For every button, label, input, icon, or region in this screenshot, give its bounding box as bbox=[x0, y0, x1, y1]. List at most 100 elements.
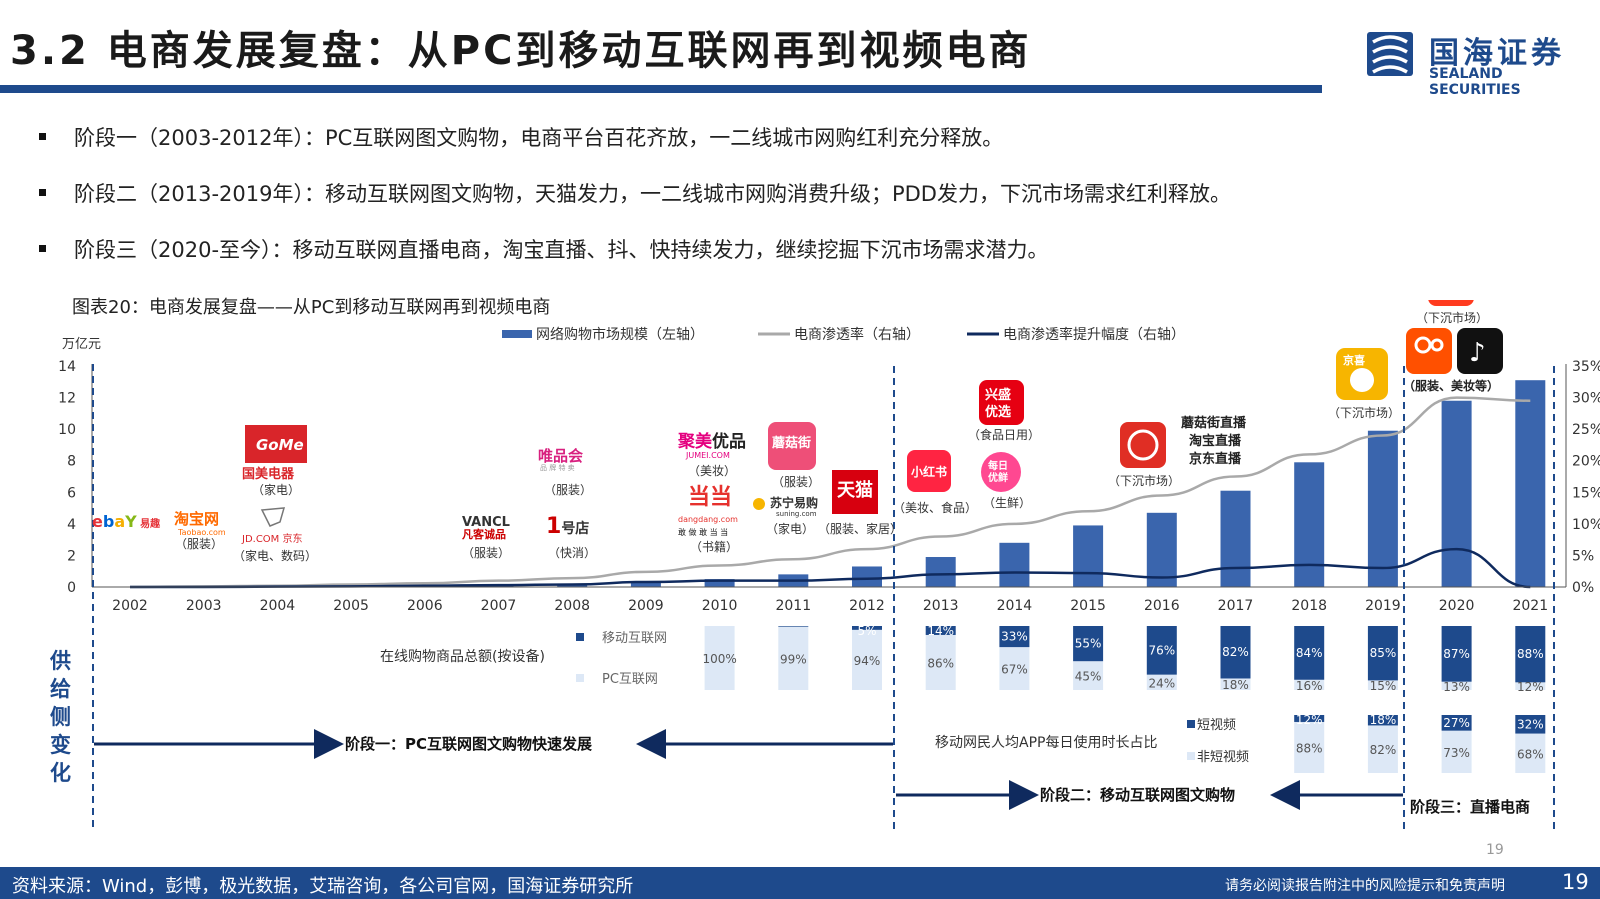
kuaishou-logo-mark2 bbox=[1430, 338, 1444, 352]
page-title: 3.2 电商发展复盘：从PC到移动互联网再到视频电商 bbox=[10, 28, 1032, 74]
x-tick-label: 2018 bbox=[1291, 598, 1327, 614]
platform-category: （生鲜） bbox=[983, 496, 1031, 510]
jingxi-cow-icon bbox=[1350, 368, 1374, 392]
market-size-bar bbox=[1441, 400, 1472, 587]
platform-kuaishou: （服装、美妆等） bbox=[1403, 328, 1499, 393]
bullet-stage-2: 阶段二（2013-2019年）：移动互联网图文购物，天猫发力，一二线城市网购消费… bbox=[36, 178, 1231, 234]
suning-logo-icon: 苏宁易购 bbox=[770, 495, 818, 510]
gome-logo-text: GoMe bbox=[256, 436, 304, 454]
stacked-label-lower: 68% bbox=[1517, 747, 1544, 761]
stacked-label-lower: 18% bbox=[1222, 678, 1249, 692]
suning-logo-sub: suning.com bbox=[776, 510, 817, 518]
market-size-bar bbox=[925, 557, 956, 587]
stacked-label-upper: 5% bbox=[857, 624, 876, 638]
vancl-logo-cn: 凡客诚品 bbox=[462, 527, 506, 541]
x-tick-label: 2019 bbox=[1365, 598, 1401, 614]
x-tick-label: 2002 bbox=[112, 598, 148, 614]
stacked-bar-upper bbox=[999, 626, 1030, 648]
y-axis-left-ticks: 0 2 4 6 8 10 12 14 bbox=[58, 359, 76, 596]
stacked-label-upper: 18% bbox=[1370, 713, 1397, 727]
live-streaming-platforms: 蘑菇街直播 淘宝直播 京东直播 bbox=[1181, 415, 1247, 467]
stacked-bar-lower bbox=[1220, 678, 1251, 690]
jd-dog-icon bbox=[260, 507, 286, 527]
stacked-bar-lower bbox=[704, 626, 735, 690]
stacked-label-upper: 87% bbox=[1443, 647, 1470, 661]
xingsheng-logo-icon bbox=[979, 380, 1024, 425]
platform-vancl: VANCL 凡客诚品 （服装） bbox=[462, 515, 510, 560]
tejia-logo-icon bbox=[1428, 300, 1474, 306]
platform-yhd: 1号店 （快消） bbox=[546, 514, 596, 560]
y-tick-label: 4 bbox=[67, 517, 76, 533]
x-tick-label: 2007 bbox=[481, 598, 517, 614]
brand-name-en: SEALAND SECURITIES bbox=[1429, 66, 1521, 98]
stacked-bar-lower bbox=[1367, 725, 1398, 773]
platform-douyin: ♪ bbox=[1457, 328, 1503, 374]
kuaishou-logo-mark bbox=[1414, 336, 1432, 354]
y-axis-unit: 万亿元 bbox=[62, 337, 101, 352]
platform-jingxi: 京喜 （下沉市场） bbox=[1328, 348, 1400, 420]
platform-gome: GoMe 国美电器 （家电） bbox=[242, 425, 307, 497]
x-tick-label: 2010 bbox=[702, 598, 738, 614]
video-share-bars: 12% 88% 18% 82% 27% 73% 32% 68% bbox=[1294, 713, 1546, 773]
legend-bar-swatch bbox=[502, 330, 532, 338]
stacked-label-lower: 13% bbox=[1443, 680, 1470, 694]
missfresh-logo-text: 每日 bbox=[988, 459, 1008, 472]
y-tick-label: 12 bbox=[58, 391, 76, 407]
stacked-bar-lower bbox=[1441, 681, 1472, 690]
jingxi-logo-text: 京喜 bbox=[1343, 353, 1365, 367]
missfresh-logo-icon bbox=[981, 452, 1021, 492]
stacked-label-lower: 45% bbox=[1075, 670, 1102, 684]
ecommerce-history-chart: 网络购物市场规模（左轴） 电商渗透率（右轴） 电商渗透率提升幅度（右轴） 万亿元… bbox=[49, 300, 1600, 832]
penetration-increase-line bbox=[130, 547, 1531, 589]
taobao-logo-sub: Taobao.com bbox=[177, 528, 226, 537]
x-tick-label: 2021 bbox=[1512, 598, 1548, 614]
x-tick-label: 2017 bbox=[1218, 598, 1254, 614]
stacked-label-upper: 32% bbox=[1517, 717, 1544, 731]
source-note: 资料来源：Wind，彭博，极光数据，艾瑞咨询，各公司官网，国海证券研究所 bbox=[12, 876, 634, 897]
stacked-bar-upper bbox=[778, 626, 809, 627]
stacked-label-lower: 86% bbox=[927, 656, 954, 670]
platform-category: （家电、数码） bbox=[233, 548, 317, 563]
side-label-char: 供 bbox=[49, 649, 71, 673]
platform-category: （家电） bbox=[766, 521, 814, 536]
x-tick-label: 2020 bbox=[1439, 598, 1475, 614]
xingsheng-logo-text1: 兴盛 bbox=[985, 387, 1011, 403]
platform-xiaohongshu: 小红书 （美妆、食品） bbox=[893, 450, 977, 515]
x-tick-label: 2014 bbox=[997, 598, 1033, 614]
xiaohongshu-logo-icon bbox=[907, 450, 951, 492]
market-size-bar bbox=[1367, 430, 1398, 587]
platform-name: 淘宝直播 bbox=[1189, 433, 1242, 449]
platform-suning: 苏宁易购 suning.com （家电） bbox=[753, 495, 818, 536]
stacked-bar-upper bbox=[1515, 715, 1546, 734]
x-tick-label: 2004 bbox=[260, 598, 296, 614]
stacked-bar-lower bbox=[1367, 680, 1398, 690]
y-axis-right-ticks: 0% 5% 10% 15% 20% 25% 30% 35% bbox=[1572, 359, 1600, 596]
device-legend-mobile-swatch bbox=[576, 633, 584, 641]
platform-category: （服装） bbox=[772, 475, 820, 489]
platform-jumei: 聚美优品 JUMEI.COM （美妆） bbox=[677, 431, 746, 478]
yhd-logo-icon: 1号店 bbox=[546, 514, 589, 539]
video-legend-short-label: 短视频 bbox=[1197, 718, 1236, 733]
platform-category: （服装） bbox=[175, 537, 223, 551]
device-share-bars: 100% 99% 5% 94% 14% 86% 33% 67% 55% 45% 76% 24% 82% 1… bbox=[702, 624, 1546, 694]
platform-category: （下沉市场） bbox=[1108, 473, 1180, 488]
market-size-bar bbox=[852, 566, 882, 587]
y2-tick-label: 35% bbox=[1572, 359, 1600, 375]
stacked-bar-upper bbox=[1294, 626, 1325, 680]
platform-dangdang: 当当 dangdang.com 敢 做 敢 当 当 （书籍） bbox=[678, 485, 738, 554]
y-tick-label: 2 bbox=[67, 548, 76, 564]
dangdang-logo-sub: dangdang.com bbox=[678, 515, 738, 524]
vip-logo-icon: 唯品会 bbox=[538, 447, 583, 465]
suning-bee-icon bbox=[753, 498, 765, 510]
footer: 资料来源：Wind，彭博，极光数据，艾瑞咨询，各公司官网，国海证券研究所 请务必… bbox=[0, 867, 1600, 899]
y2-tick-label: 0% bbox=[1572, 580, 1594, 596]
x-axis-year-labels: 2002 2003 2004 2005 2006 2007 2008 2009 2010 2011… bbox=[112, 598, 1548, 614]
platform-pdd: （下沉市场） bbox=[1108, 422, 1180, 488]
stacked-label-lower: 15% bbox=[1370, 679, 1397, 693]
platform-category: （快消） bbox=[548, 546, 596, 560]
stacked-label-upper: 12% bbox=[1296, 713, 1323, 727]
stacked-bar-upper bbox=[1367, 715, 1398, 726]
stacked-bar-lower bbox=[778, 626, 809, 690]
video-share-title: 移动网民人均APP每日使用时长占比 bbox=[935, 734, 1157, 751]
stacked-label-lower: 67% bbox=[1001, 663, 1028, 677]
